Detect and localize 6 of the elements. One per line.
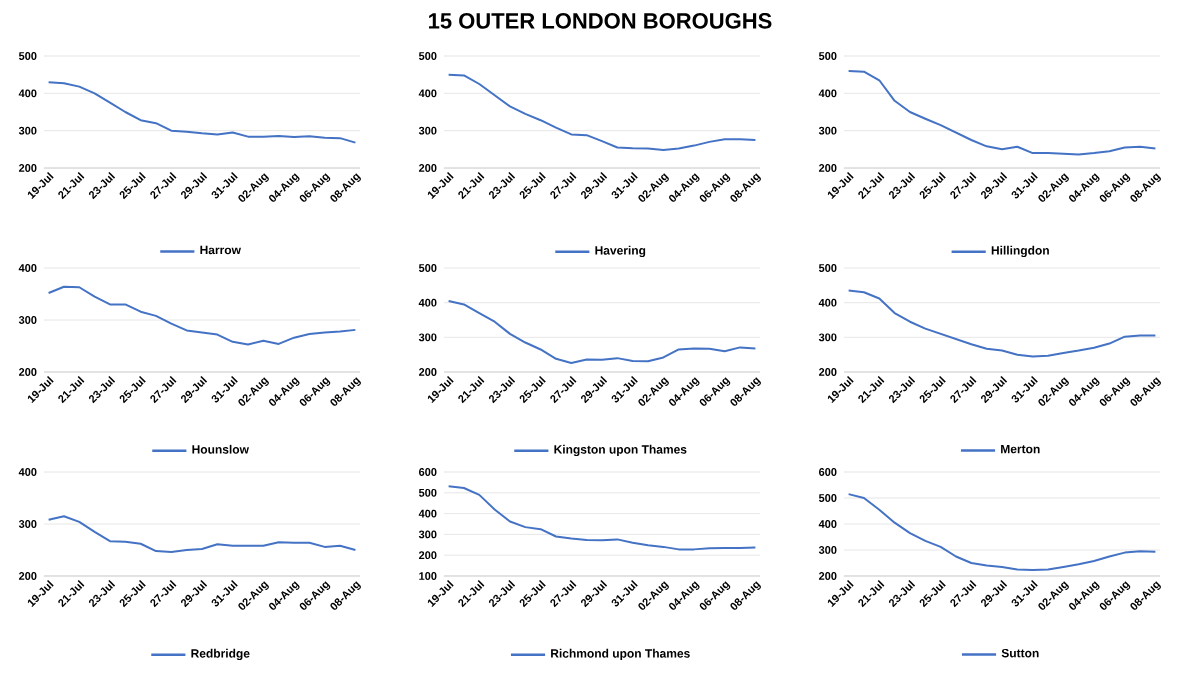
line-series: [447, 299, 757, 364]
line-series: [447, 485, 757, 551]
line-series: [847, 493, 1157, 572]
line-series: [47, 285, 357, 346]
line-series: [47, 81, 357, 144]
text: 15 OUTER LONDON BOROUGHS: [429, 13, 772, 29]
